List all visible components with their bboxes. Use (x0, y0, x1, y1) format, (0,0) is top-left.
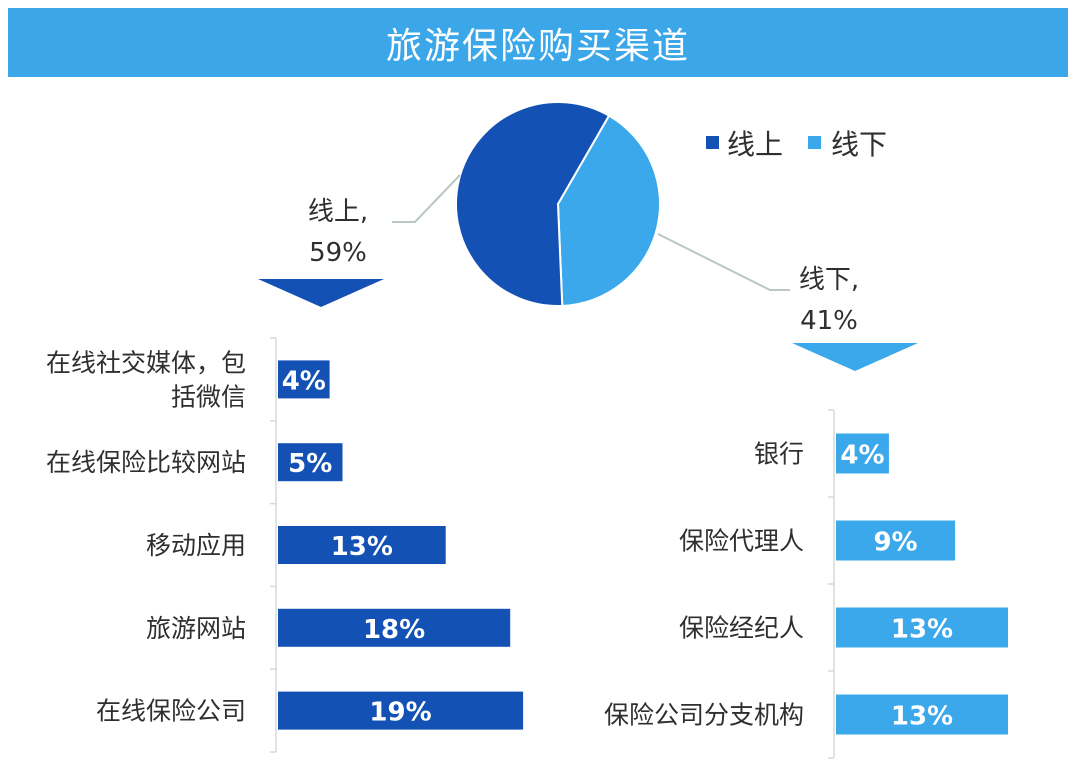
offline-category-label-2: 保险经纪人 (679, 614, 804, 643)
pie-label-online-value: 59% (309, 238, 367, 268)
legend-label-online: 线上 (727, 128, 783, 161)
offline-bar-2 (836, 607, 1008, 648)
online-bar-4 (278, 691, 524, 730)
offline-bar-1 (836, 520, 956, 561)
online-category-label-3: 旅游网站 (146, 614, 246, 643)
online-bar-value-0: 4% (282, 366, 326, 396)
offline-category-label-3: 保险公司分支机构 (604, 701, 804, 730)
offline-bar-0 (836, 433, 889, 474)
offline-bar-3 (836, 694, 1008, 735)
offline-bar-value-2: 13% (891, 615, 953, 645)
online-category-label-0: 括微信 (171, 382, 246, 411)
online-bar-0 (278, 360, 330, 399)
online-category-label-0: 在线社交媒体，包 (46, 348, 246, 377)
online-category-label-2: 移动应用 (146, 531, 246, 560)
online-bar-value-3: 18% (363, 615, 425, 645)
online-category-label-4: 在线保险公司 (96, 697, 246, 726)
pie-label-offline-name: 线下, (799, 265, 859, 295)
online-bar-value-4: 19% (369, 698, 431, 728)
pie-leader-line-online (392, 174, 461, 223)
online-bar-1 (278, 443, 343, 482)
offline-category-label-0: 银行 (754, 440, 804, 469)
offline-bar-value-3: 13% (891, 702, 953, 732)
pie-slice-offline (556, 114, 662, 307)
offline-arrow-marker (792, 343, 918, 371)
pie-label-online-name: 线上, (308, 197, 368, 227)
legend-label-offline: 线下 (831, 128, 887, 161)
pie-label-offline-value: 41% (800, 306, 858, 336)
offline-bar-value-0: 4% (840, 441, 884, 471)
online-bar-3 (278, 608, 511, 647)
offline-category-label-1: 保险代理人 (679, 527, 804, 556)
pie-leader-line-offline (657, 233, 790, 291)
offline-bar-value-1: 9% (873, 528, 917, 558)
online-category-label-1: 在线保险比较网站 (46, 448, 246, 477)
pie-slice-online (455, 101, 611, 307)
chart-title: 旅游保险购买渠道 (8, 8, 1068, 77)
legend-swatch-offline (808, 136, 821, 149)
legend-swatch-online (706, 136, 719, 149)
online-arrow-marker (258, 279, 384, 307)
online-bar-value-2: 13% (331, 532, 393, 562)
online-bar-2 (278, 526, 446, 564)
online-bar-value-1: 5% (288, 449, 332, 479)
